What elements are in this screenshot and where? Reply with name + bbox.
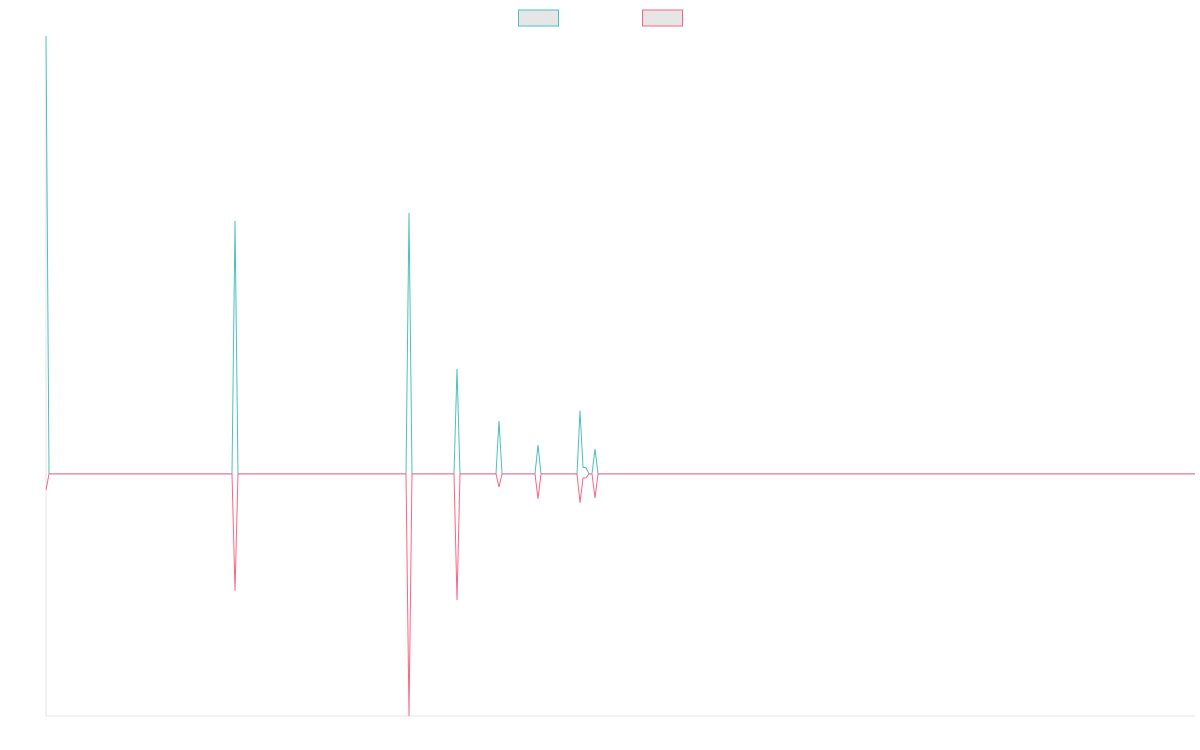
series-line xyxy=(45,35,1195,475)
series-line xyxy=(45,473,1195,717)
legend-swatch xyxy=(518,9,559,27)
legend-swatch xyxy=(642,9,683,27)
